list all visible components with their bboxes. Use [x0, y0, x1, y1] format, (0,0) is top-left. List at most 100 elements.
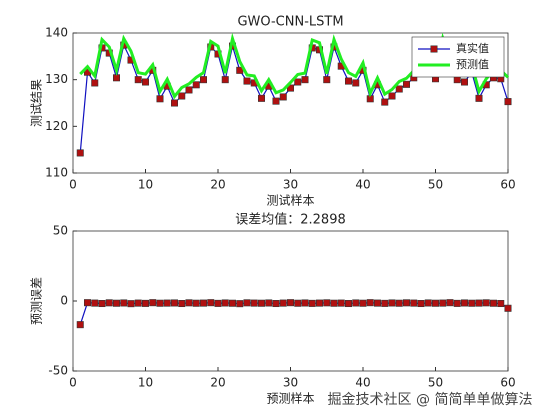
marker — [395, 299, 403, 307]
marker — [236, 300, 244, 308]
marker — [301, 299, 309, 307]
marker — [431, 299, 439, 307]
marker — [489, 299, 497, 307]
marker — [286, 299, 294, 307]
marker — [402, 299, 410, 307]
marker — [294, 78, 302, 86]
marker — [171, 99, 179, 107]
marker — [359, 299, 367, 307]
marker — [229, 299, 237, 307]
marker — [381, 299, 389, 307]
marker — [192, 299, 200, 307]
marker — [460, 78, 468, 86]
x-tick-label: 40 — [355, 178, 370, 192]
x-tick-label: 30 — [283, 376, 298, 390]
legend-box — [411, 36, 505, 78]
x-tick-label: 0 — [69, 178, 77, 192]
marker — [200, 76, 208, 84]
marker — [163, 299, 171, 307]
y-tick-label: 0 — [60, 294, 68, 308]
marker — [373, 299, 381, 307]
marker — [113, 74, 121, 82]
x-tick-label: 30 — [283, 178, 298, 192]
marker — [178, 92, 186, 100]
marker — [192, 81, 200, 89]
marker — [344, 77, 352, 85]
legend-label: 真实值 — [456, 41, 489, 55]
chart-title: 误差均值：2.2898 — [235, 212, 346, 228]
marker — [417, 300, 425, 308]
marker — [424, 299, 432, 307]
marker — [178, 300, 186, 308]
marker — [482, 299, 490, 307]
marker — [330, 299, 338, 307]
x-tick-label: 50 — [428, 178, 443, 192]
marker — [475, 299, 483, 307]
marker — [439, 299, 447, 307]
x-tick-label: 10 — [138, 178, 153, 192]
marker — [497, 300, 505, 308]
marker — [323, 76, 331, 84]
x-tick-label: 20 — [210, 376, 225, 390]
marker — [265, 299, 273, 307]
marker — [272, 97, 280, 105]
x-tick-label: 60 — [500, 376, 515, 390]
x-tick-label: 50 — [428, 376, 443, 390]
marker — [171, 299, 179, 307]
marker — [127, 300, 135, 308]
marker — [453, 299, 461, 307]
marker — [221, 76, 229, 84]
x-tick-label: 40 — [355, 376, 370, 390]
y-tick-label: 50 — [53, 224, 68, 238]
marker — [446, 299, 454, 307]
marker — [185, 86, 193, 94]
marker — [76, 149, 84, 157]
marker — [388, 299, 396, 307]
x-axis-label: 测试样本 — [266, 193, 314, 208]
marker — [200, 299, 208, 307]
y-tick-label: 140 — [45, 26, 68, 40]
x-axis-label: 预测样本 — [266, 391, 314, 406]
marker — [410, 299, 418, 307]
marker — [91, 299, 99, 307]
marker — [243, 77, 251, 85]
marker — [149, 299, 157, 307]
marker — [250, 299, 258, 307]
y-tick-label: -50 — [48, 364, 68, 378]
marker — [156, 299, 164, 307]
marker — [120, 299, 128, 307]
marker — [91, 79, 99, 87]
legend-marker — [430, 45, 438, 53]
marker — [301, 76, 309, 84]
watermark: 掘金技术社区 @ 简简单单做算法 — [328, 391, 533, 408]
chart-title: GWO-CNN-LSTM — [237, 15, 343, 30]
marker — [504, 98, 512, 106]
x-tick-label: 10 — [138, 376, 153, 390]
marker — [272, 300, 280, 308]
x-tick-label: 0 — [69, 376, 77, 390]
marker — [323, 299, 331, 307]
marker — [142, 299, 150, 307]
marker — [352, 299, 360, 307]
marker — [337, 299, 345, 307]
marker — [475, 94, 483, 102]
marker — [257, 299, 265, 307]
y-tick-label: 120 — [45, 119, 68, 133]
y-axis-label: 测试结果 — [29, 79, 44, 127]
marker — [308, 299, 316, 307]
y-axis-label: 预测误差 — [30, 277, 44, 325]
marker — [294, 299, 302, 307]
marker — [257, 94, 265, 102]
marker — [453, 76, 461, 84]
y-tick-label: 130 — [45, 72, 68, 86]
marker — [381, 98, 389, 106]
marker — [366, 299, 374, 307]
marker — [315, 299, 323, 307]
marker — [388, 92, 396, 100]
marker — [504, 304, 512, 312]
marker — [207, 299, 215, 307]
marker — [279, 299, 287, 307]
marker — [221, 299, 229, 307]
x-tick-label: 60 — [500, 178, 515, 192]
marker — [113, 299, 121, 307]
